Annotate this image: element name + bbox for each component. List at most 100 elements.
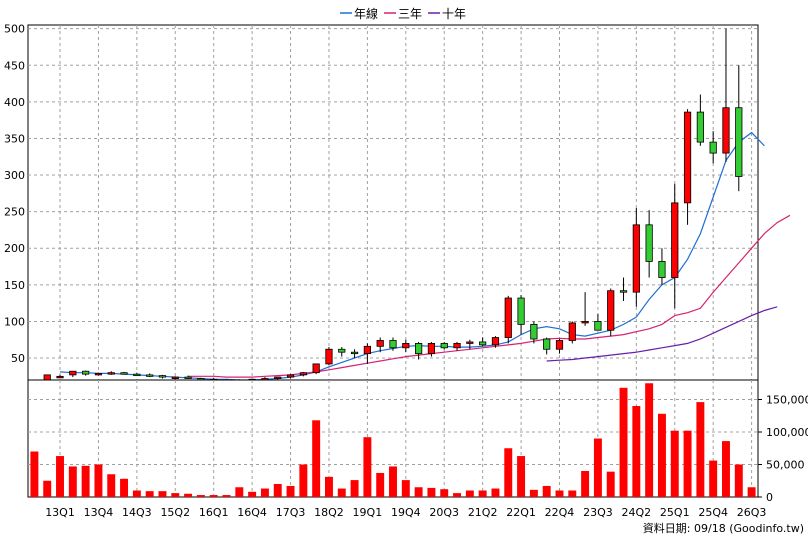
x-tick-label: 19Q1 (353, 506, 383, 519)
volume-bar (68, 466, 77, 497)
price-tick-label: 250 (4, 206, 25, 219)
candle-body (555, 340, 564, 350)
x-tick-label: 16Q1 (199, 506, 229, 519)
candlestick (184, 375, 192, 379)
candlestick (427, 341, 436, 357)
candle-body (43, 374, 51, 381)
candle-body (312, 363, 320, 374)
candle-body (402, 343, 410, 349)
candlestick (133, 372, 141, 377)
volume-tick-label: 50,000 (766, 459, 805, 472)
candle-body (530, 323, 538, 340)
candle-body (632, 224, 640, 293)
volume-bar (120, 478, 129, 497)
volume-tick-label: 100,000 (766, 426, 808, 439)
candlestick (504, 295, 512, 344)
candlestick (299, 371, 307, 377)
price-tick-label: 450 (4, 59, 25, 72)
volume-bar (376, 472, 385, 497)
x-tick-label: 13Q1 (45, 506, 75, 519)
candle-body (325, 348, 333, 365)
candle-body (56, 375, 64, 379)
volume-panel: 0 50,000 100,000 150,000 (27, 379, 808, 504)
volume-bar (517, 456, 526, 497)
x-tick-label: 22Q1 (506, 506, 536, 519)
volume-bar (30, 451, 39, 497)
volume-bar (350, 480, 359, 497)
volume-tick-label: 150,000 (766, 394, 808, 407)
candle-body (453, 343, 461, 349)
volume-bar (670, 430, 679, 497)
candle-body (158, 375, 167, 378)
price-tick-label: 50 (11, 352, 25, 365)
candlestick (312, 363, 320, 375)
x-tick-label: 25Q1 (660, 506, 690, 519)
candlestick (146, 373, 154, 378)
candle-body (171, 376, 179, 379)
candle-body (274, 376, 282, 379)
candlestick (120, 371, 128, 375)
candlestick (69, 370, 77, 378)
x-tick-label: 13Q4 (84, 506, 114, 519)
candlestick (402, 339, 410, 353)
volume-bar (504, 448, 513, 497)
legend-item: 年線 (340, 6, 378, 21)
volume-bar (324, 476, 333, 497)
candle-body (722, 107, 730, 154)
price-tick-label: 400 (4, 96, 25, 109)
candle-body (696, 111, 704, 143)
volume-bar (363, 437, 372, 497)
candlestick (619, 277, 628, 301)
volume-tick-label: 0 (766, 491, 773, 504)
volume-bar (593, 438, 602, 497)
candlestick (286, 374, 295, 379)
candlestick (594, 314, 602, 331)
volume-bar (401, 480, 410, 497)
volume-bar (696, 402, 705, 497)
x-axis: 13Q1 13Q4 14Q3 15Q2 16Q1 16Q4 17Q3 18Q2 19Q1 19Q4… (45, 506, 766, 519)
chart-legend: 年線 三年 十年 (340, 6, 466, 21)
volume-bar (158, 491, 167, 497)
candlestick (389, 337, 397, 351)
candle-body (82, 370, 90, 375)
candle-body (338, 348, 346, 353)
candlestick (709, 131, 717, 164)
volume-bar (196, 495, 205, 497)
volume-bar (478, 490, 487, 497)
volume-bar (286, 485, 295, 497)
volume-bar (312, 420, 321, 497)
volume-bar (491, 488, 500, 497)
price-tick-label: 300 (4, 169, 25, 182)
candlestick (453, 341, 461, 351)
price-tick-label: 350 (4, 132, 25, 145)
candle-body (709, 141, 717, 154)
volume-bar (414, 487, 423, 497)
volume-bar (389, 466, 397, 497)
candlestick (82, 370, 90, 376)
x-tick-label: 22Q4 (545, 506, 575, 519)
volume-bar (568, 490, 577, 497)
candlestick (683, 109, 692, 225)
candle-body (466, 341, 474, 344)
candlestick (735, 65, 743, 192)
candlestick (658, 248, 666, 285)
candle-body (363, 345, 371, 355)
candlestick (581, 292, 589, 326)
price-tick-label: 150 (4, 279, 25, 292)
volume-bar (581, 471, 590, 497)
candlestick (350, 349, 359, 359)
x-tick-label: 23Q3 (583, 506, 613, 519)
legend-label: 三年 (398, 7, 422, 21)
candle-body (350, 351, 359, 355)
volume-bar (747, 487, 756, 497)
volume-bar (683, 430, 692, 497)
x-tick-label: 21Q2 (468, 506, 498, 519)
candle-body (645, 224, 653, 262)
candlestick (325, 347, 333, 366)
candle-body (491, 337, 500, 346)
legend-item: 三年 (384, 7, 422, 21)
candle-body (504, 297, 512, 338)
candle-body (517, 297, 525, 325)
volume-bar (645, 383, 654, 497)
